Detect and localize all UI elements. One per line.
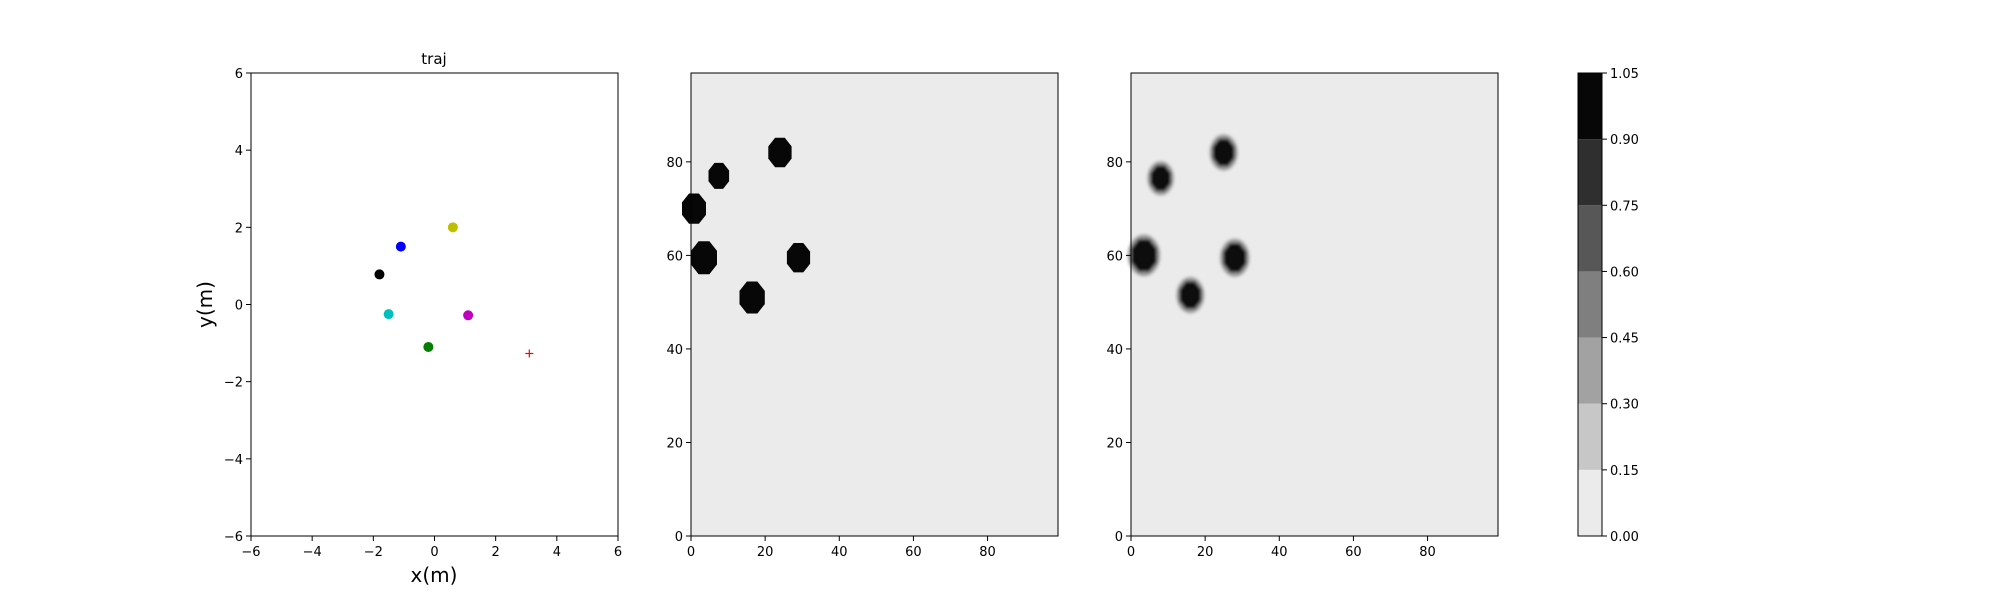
colorbar-band	[1578, 73, 1602, 140]
heatmap-2-y-tick-label: 80	[1106, 156, 1123, 171]
colorbar-tick-label: 0.90	[1610, 133, 1639, 148]
traj-title: traj	[421, 50, 446, 68]
heatmap-1-blob	[691, 241, 717, 275]
colorbar-band	[1578, 469, 1602, 536]
heatmap-1-blob	[682, 193, 706, 224]
traj-y-tick-label: 4	[235, 144, 243, 159]
traj-scatter-panel: traj −6 −4 −2 0 2 4 6 −6 −4 −2 0 2 4 6 x(m) y(m)	[193, 50, 622, 587]
heatmap-2-x-tick-label: 60	[1345, 545, 1362, 560]
colorbar-band	[1578, 403, 1602, 470]
heatmap-1-x-tick-label: 20	[757, 545, 774, 560]
heatmap-panel-2: 0 20 40 60 80 0 20 40 60 80	[1106, 72, 1499, 560]
colorbar: 0.00 0.15 0.30 0.45 0.60 0.75 0.90 1.05	[1577, 67, 1639, 545]
heatmap-1-x-tick-label: 0	[687, 545, 695, 560]
heatmap-1-x-tick-label: 60	[905, 545, 922, 560]
traj-x-tick-label: 4	[553, 545, 561, 560]
heatmap-2-x-tick-label: 20	[1197, 545, 1214, 560]
heatmap-2-blob	[1212, 138, 1235, 167]
colorbar-tick-label: 0.45	[1610, 332, 1639, 347]
traj-x-tick-label: −6	[241, 545, 260, 560]
heatmap-1-y-tick-label: 0	[675, 530, 683, 545]
agent-point	[463, 310, 474, 321]
heatmap-1-y-tick-label: 80	[666, 156, 683, 171]
heatmap-1-blob	[739, 281, 765, 314]
agent-point	[447, 222, 458, 233]
colorbar-frame	[1577, 72, 1603, 537]
agent-point	[374, 269, 385, 280]
heatmap-1-blobs	[682, 137, 811, 314]
heatmap-2-y-tick-label: 20	[1106, 436, 1123, 451]
traj-y-tick-label: 6	[235, 67, 243, 82]
heatmap-1-y-tick-label: 40	[666, 343, 683, 358]
colorbar-tick-label: 0.30	[1610, 398, 1639, 413]
traj-y-tick-label: 2	[235, 221, 243, 236]
colorbar-tick-label: 0.75	[1610, 199, 1639, 214]
heatmap-1-blob	[786, 243, 811, 273]
traj-points	[374, 222, 534, 358]
traj-x-tick-label: −2	[364, 545, 383, 560]
heatmap-2-blobs	[1127, 134, 1250, 314]
heatmap-2-blob	[1150, 165, 1171, 192]
heatmap-2-y-tick-label: 40	[1106, 343, 1123, 358]
colorbar-band	[1578, 271, 1602, 338]
traj-plot-area	[250, 72, 619, 537]
heatmap-2-x-tick-label: 40	[1271, 545, 1288, 560]
agent-point	[395, 241, 406, 252]
traj-x-tick-label: 2	[492, 545, 500, 560]
traj-y-tick-label: −4	[224, 453, 243, 468]
heatmap-panel-1: 0 20 40 60 80 0 20 40 60 80	[666, 72, 1059, 560]
heatmap-2-y-tick-label: 60	[1106, 249, 1123, 264]
traj-y-tick-label: 0	[235, 299, 243, 314]
traj-x-tick-label: −4	[303, 545, 322, 560]
heatmap-1-y-tick-label: 60	[666, 249, 683, 264]
heatmap-2-y-tick-label: 0	[1115, 530, 1123, 545]
heatmap-1-axis-ticks: 0 20 40 60 80 0 20 40 60 80	[666, 156, 995, 560]
agent-point	[383, 309, 394, 320]
traj-y-tick-label: −6	[224, 530, 243, 545]
colorbar-band	[1578, 139, 1602, 206]
heatmap-1-y-tick-label: 20	[666, 436, 683, 451]
traj-y-tick-label: −2	[224, 376, 243, 391]
heatmap-2-x-tick-label: 80	[1419, 545, 1436, 560]
colorbar-tick-label: 0.15	[1610, 464, 1639, 479]
colorbar-band	[1578, 205, 1602, 272]
heatmap-1-blob	[708, 162, 730, 189]
heatmap-1-blob	[768, 137, 792, 168]
heatmap-1-frame	[690, 72, 1059, 537]
heatmap-1-x-tick-label: 40	[831, 545, 848, 560]
colorbar-tick-label: 1.05	[1610, 67, 1639, 82]
heatmap-2-blob	[1131, 239, 1157, 272]
traj-axis-ticks: −6 −4 −2 0 2 4 6 −6 −4 −2 0 2 4 6	[224, 67, 622, 560]
colorbar-band	[1578, 337, 1602, 404]
traj-x-axis-label: x(m)	[411, 563, 458, 587]
heatmap-1-x-tick-label: 80	[979, 545, 996, 560]
heatmap-2-frame	[1130, 72, 1499, 537]
colorbar-tick-label: 0.60	[1610, 265, 1639, 280]
traj-x-tick-label: 0	[430, 545, 438, 560]
heatmap-2-blob	[1223, 243, 1247, 273]
agent-point	[423, 341, 434, 352]
colorbar-tick-label: 0.00	[1610, 530, 1639, 545]
heatmap-2-x-tick-label: 0	[1127, 545, 1135, 560]
heatmap-2-axis-ticks: 0 20 40 60 80 0 20 40 60 80	[1106, 156, 1435, 560]
traj-y-axis-label: y(m)	[193, 281, 217, 328]
traj-x-tick-label: 6	[614, 545, 622, 560]
heatmap-2-blob	[1179, 281, 1202, 309]
goal-marker	[525, 349, 534, 358]
